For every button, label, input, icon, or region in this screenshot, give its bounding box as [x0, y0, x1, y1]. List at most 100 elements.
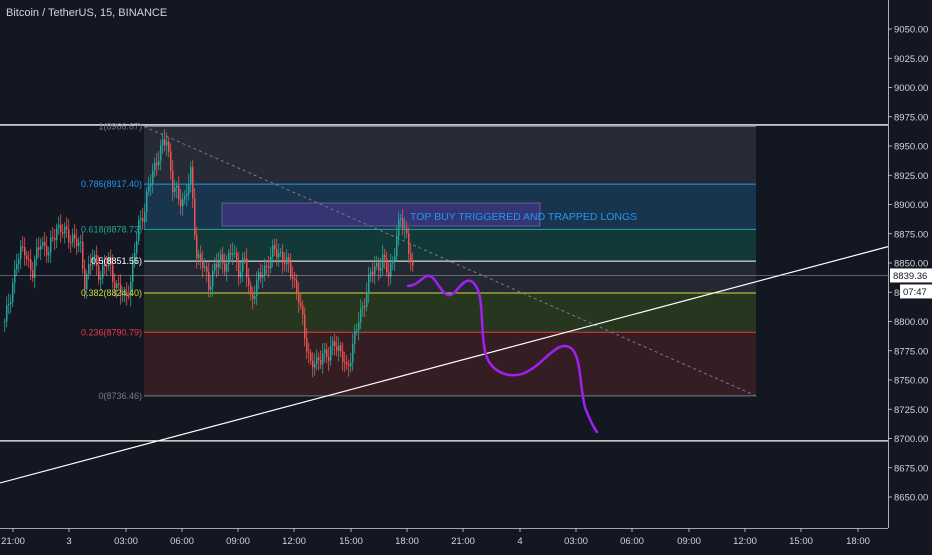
candle-body: [334, 341, 336, 347]
price-tick-label: 8850.00: [894, 259, 928, 270]
time-tick-label: 18:00: [395, 536, 419, 547]
candle-body: [58, 224, 60, 228]
candle-body: [214, 263, 216, 271]
candle-body: [264, 265, 266, 276]
candle-body: [4, 321, 6, 323]
candle-body: [356, 329, 358, 331]
candle-body: [346, 362, 348, 365]
time-tick-label: 4: [517, 536, 522, 547]
candle-body: [148, 185, 150, 192]
candle-body: [50, 237, 52, 253]
candle-body: [312, 360, 314, 368]
candle-body: [136, 241, 138, 253]
candle-body: [164, 139, 166, 146]
fib-band: [144, 332, 756, 396]
candle-body: [298, 292, 300, 303]
candle-body: [174, 187, 176, 193]
time-tick-label: 06:00: [170, 536, 194, 547]
price-tick-label: 8775.00: [894, 346, 928, 357]
candle-body: [76, 238, 78, 247]
candle-body: [188, 183, 190, 195]
candle-body: [308, 351, 310, 353]
candle-body: [8, 303, 10, 306]
candle-body: [360, 308, 362, 323]
candle-body: [200, 253, 202, 262]
candle-body: [92, 257, 94, 265]
candle-body: [132, 260, 134, 282]
candle-body: [212, 270, 214, 287]
price-tick-label: 8800.00: [894, 317, 928, 328]
symbol-title[interactable]: Bitcoin / TetherUS, 15, BINANCE: [6, 7, 168, 19]
candle-body: [26, 255, 28, 260]
candle-body: [112, 264, 114, 282]
candle-body: [210, 286, 212, 290]
candle-body: [322, 353, 324, 365]
candle-body: [270, 256, 272, 269]
candle-body: [396, 236, 398, 257]
candle-body: [54, 238, 56, 241]
fib-band: [144, 184, 756, 230]
candle-body: [74, 234, 76, 239]
candle-body: [18, 259, 20, 264]
candle-body: [232, 253, 234, 255]
fib-band: [144, 261, 756, 293]
candle-body: [366, 292, 368, 308]
time-axis-bg: [0, 528, 932, 550]
fib-level-label: 0.786(8917.40): [81, 179, 142, 189]
candle-body: [260, 272, 262, 278]
candle-body: [246, 258, 248, 278]
candle-body: [190, 167, 192, 184]
candle-body: [330, 345, 332, 361]
candle-body: [276, 249, 278, 258]
candle-body: [362, 306, 364, 309]
candle-body: [388, 272, 390, 277]
candle-body: [86, 273, 88, 290]
drawing-lines: [0, 124, 889, 484]
time-tick-label: 3: [66, 536, 71, 547]
fib-band: [144, 229, 756, 262]
candle-body: [64, 226, 66, 234]
candle-body: [258, 272, 260, 280]
candle-body: [198, 253, 200, 259]
candle-body: [390, 263, 392, 277]
candle-body: [118, 283, 120, 285]
candle-body: [90, 264, 92, 266]
candle-body: [56, 227, 58, 241]
candle-body: [284, 263, 286, 265]
candle-body: [162, 139, 164, 146]
time-tick-label: 15:00: [789, 536, 813, 547]
candle-body: [160, 145, 162, 161]
candle-body: [302, 305, 304, 315]
price-tick-label: 8900.00: [894, 200, 928, 211]
price-tick-label: 9025.00: [894, 54, 928, 65]
candle-body: [326, 349, 328, 358]
candle-body: [36, 247, 38, 260]
candle-body: [154, 162, 156, 171]
candle-body: [226, 263, 228, 272]
candle-body: [252, 294, 254, 299]
candle-body: [256, 279, 258, 297]
candle-body: [38, 247, 40, 250]
candle-body: [102, 264, 104, 278]
candle-body: [352, 343, 354, 363]
candle-body: [34, 259, 36, 278]
price-tick-label: 8700.00: [894, 434, 928, 445]
candle-body: [254, 296, 256, 299]
fib-labels: 1(8966.67) 0.786(8917.40) 0.618(8878.73) 0.…: [81, 121, 142, 400]
candle-body: [180, 199, 182, 207]
candle-body: [314, 363, 316, 368]
candle-body: [344, 362, 346, 364]
countdown-label: 07:47: [903, 287, 927, 298]
time-tick-label: 12:00: [733, 536, 757, 547]
candle-body: [204, 266, 206, 268]
candle-body: [410, 253, 412, 263]
candle-body: [320, 359, 322, 365]
projection-path: [406, 274, 599, 434]
candle-body: [182, 199, 184, 207]
annotation-text-group: TOP BUY TRIGGERED AND TRAPPED LONGS: [410, 211, 637, 223]
candle-body: [138, 219, 140, 242]
candle-body: [82, 241, 84, 269]
